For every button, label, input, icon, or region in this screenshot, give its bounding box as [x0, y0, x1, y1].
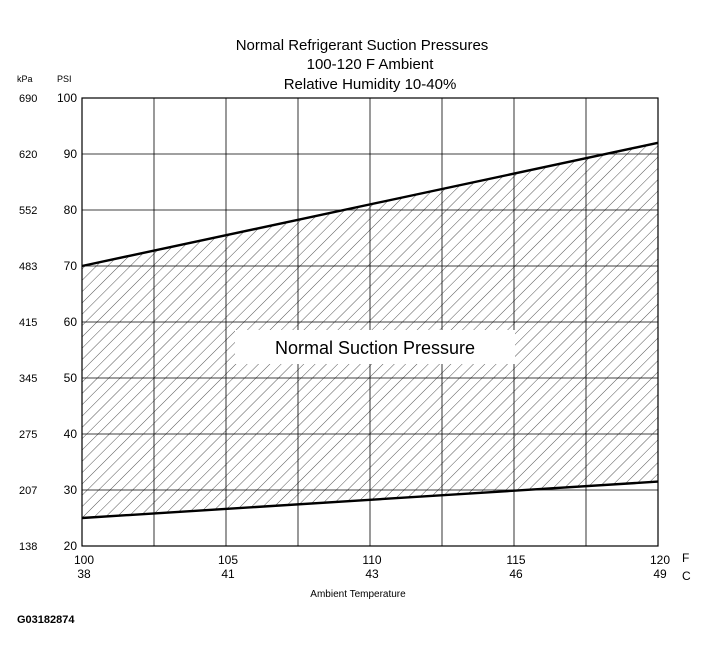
- y-tick-psi-label: 100: [57, 91, 77, 105]
- y-tick-kpa-label: 483: [19, 261, 37, 273]
- x-tick-f-label: 120: [650, 553, 670, 567]
- y-tick-psi-label: 80: [64, 203, 78, 217]
- y-tick-psi-label: 60: [64, 315, 78, 329]
- chart-title-line-1: Normal Refrigerant Suction Pressures: [236, 37, 489, 54]
- x-tick-c-label: 41: [221, 567, 235, 581]
- y-tick-kpa-label: 345: [19, 373, 37, 385]
- x-tick-c-label: 43: [365, 567, 379, 581]
- x-tick-f-label: 100: [74, 553, 94, 567]
- y-tick-psi-label: 40: [64, 427, 78, 441]
- plot-frame: [81, 97, 659, 547]
- x-unit-f: F: [682, 551, 689, 565]
- y-tick-kpa-label: 138: [19, 541, 37, 553]
- y-tick-kpa-label: 207: [19, 485, 37, 497]
- y-tick-labels: 690 100 620 90 552 80 483 70 415 60 345 50 275 40 207 3…: [19, 91, 77, 553]
- y-tick-kpa-label: 690: [19, 93, 37, 105]
- chart-title-line-3: Relative Humidity 10-40%: [284, 76, 457, 93]
- lower-pressure-line: [81, 480, 659, 520]
- chart-title: Normal Refrigerant Suction Pressures 100…: [236, 37, 489, 93]
- y-tick-kpa-label: 620: [19, 149, 37, 161]
- x-tick-f-label: 110: [362, 553, 381, 567]
- upper-pressure-line: [81, 141, 659, 268]
- y-tick-kpa-label: 415: [19, 317, 37, 329]
- y-unit-kpa: kPa: [17, 74, 33, 84]
- y-unit-psi: PSI: [57, 74, 72, 84]
- y-tick-kpa-label: 275: [19, 429, 37, 441]
- x-unit-c: C: [682, 569, 691, 583]
- x-tick-f-label: 105: [218, 553, 238, 567]
- y-tick-psi-label: 70: [64, 259, 78, 273]
- y-tick-psi-label: 50: [64, 371, 78, 385]
- y-tick-psi-label: 30: [64, 483, 78, 497]
- chart-title-line-2: 100-120 F Ambient: [307, 56, 435, 73]
- x-tick-f-label: 115: [506, 553, 525, 567]
- figure-id: G03182874: [17, 614, 75, 626]
- band-label: Normal Suction Pressure: [275, 338, 475, 358]
- y-tick-psi-label: 90: [64, 147, 78, 161]
- y-tick-kpa-label: 552: [19, 205, 37, 217]
- band-boundary-lines: [81, 141, 659, 520]
- y-tick-psi-label: 20: [64, 539, 78, 553]
- band-label-background: [235, 330, 515, 364]
- x-tick-c-label: 38: [77, 567, 91, 581]
- x-tick-c-label: 46: [509, 567, 523, 581]
- x-tick-c-label: 49: [653, 567, 667, 581]
- x-axis-title: Ambient Temperature: [310, 589, 406, 600]
